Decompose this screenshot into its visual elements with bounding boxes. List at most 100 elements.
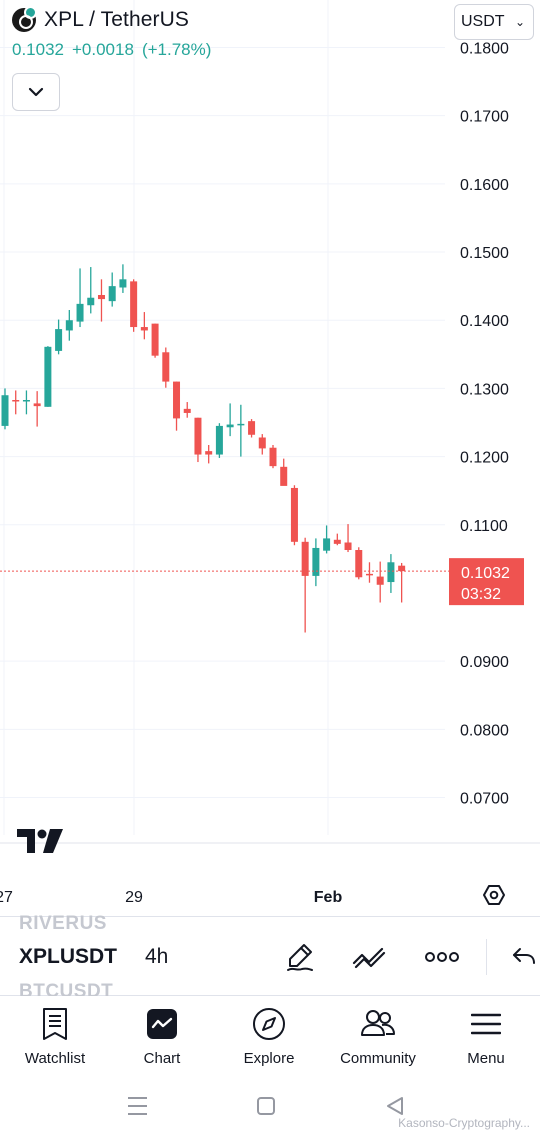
watermark-text: Kasonso-Cryptography... (398, 1116, 530, 1130)
back-icon[interactable] (387, 1097, 403, 1115)
more-options-button[interactable] (424, 939, 460, 975)
price-axis-label: 0.1400 (460, 313, 509, 330)
toolbar-divider (486, 939, 487, 975)
candle-body (312, 547, 320, 576)
chart-icon (147, 1009, 177, 1039)
undo-button[interactable] (506, 939, 540, 975)
nav-label: Community (340, 1050, 416, 1067)
candle-body (355, 550, 363, 578)
watchlist-icon (43, 1008, 67, 1040)
candle-body (376, 576, 384, 585)
countdown-label: 03:32 (461, 586, 501, 603)
time-axis-label: 29 (125, 889, 143, 906)
candle-body (87, 297, 95, 306)
system-navigation-bar: Kasonso-Cryptography... (0, 1076, 540, 1139)
candle-body (151, 323, 159, 356)
candle-body (140, 327, 148, 331)
candles (0, 264, 449, 633)
interval-selector[interactable]: 4h (145, 945, 169, 968)
candle-body (269, 447, 277, 467)
price-axis-label: 0.1200 (460, 450, 509, 467)
candle-body (365, 573, 373, 576)
previous-symbol[interactable]: RIVERUS (19, 913, 107, 934)
time-axis-label: 27 (0, 889, 13, 906)
price-change-percent: (+1.78%) (141, 40, 212, 59)
current-price-tag (449, 558, 524, 606)
currency-selector[interactable]: USDT ⌄ (454, 4, 534, 40)
candle-body (55, 329, 63, 351)
candle-body (301, 541, 309, 576)
price-axis: 0.1800 0.1700 0.1600 0.1500 0.1400 0.1300 0.12… (449, 41, 524, 808)
symbol-title[interactable]: XPL / TetherUS (44, 8, 189, 31)
symbol-header: XPL / TetherUS 0.1032 +0.0018 (+1.78%) (12, 6, 212, 60)
nav-label: Chart (143, 1050, 181, 1067)
candle-body (323, 538, 331, 551)
candle-body (237, 423, 245, 426)
bottom-navigation: Watchlist Chart Explore Co (0, 996, 540, 1076)
candle-body (183, 408, 191, 413)
candle-body (226, 424, 234, 428)
candle-body (173, 381, 181, 419)
more-dots-icon (425, 952, 459, 962)
symbol-toolbar: RIVERUS XPLUSDT BTCUSDT 4h (0, 913, 540, 997)
collapse-legend-button[interactable] (12, 73, 60, 111)
candle-body (108, 286, 116, 302)
current-price-label: 0.1032 (461, 565, 510, 582)
nav-item-explore[interactable]: Explore (214, 1004, 324, 1074)
candle-body (97, 295, 105, 300)
time-axis: 27 29 Feb (0, 889, 342, 906)
price-axis-label: 0.1500 (460, 245, 509, 262)
chevron-down-icon: ⌄ (514, 15, 525, 29)
nav-item-menu[interactable]: Menu (431, 1004, 540, 1074)
price-axis-label: 0.1100 (460, 518, 508, 535)
nav-label: Menu (467, 1050, 505, 1067)
next-symbol[interactable]: BTCUSDT (19, 981, 114, 997)
candle-body (280, 466, 288, 486)
nav-item-watchlist[interactable]: Watchlist (0, 1004, 110, 1074)
candle-body (398, 565, 406, 572)
nav-item-chart[interactable]: Chart (107, 1004, 217, 1074)
undo-arrow-icon (513, 948, 535, 964)
compass-icon (253, 1008, 285, 1040)
price-axis-label: 0.0800 (460, 722, 509, 739)
candle-body (33, 403, 41, 407)
candle-body (44, 346, 52, 407)
chevron-down-icon (28, 87, 44, 97)
candle-body (194, 417, 202, 455)
drawing-tool-button[interactable] (282, 939, 318, 975)
candle-body (290, 487, 298, 542)
candle-body (387, 562, 395, 583)
candle-body (248, 421, 256, 435)
tradingview-logo-icon (16, 828, 64, 859)
chart-settings-icon[interactable] (482, 883, 506, 912)
candlestick-chart[interactable]: 0.1800 0.1700 0.1600 0.1500 0.1400 0.1300 0.12… (0, 0, 540, 916)
current-symbol[interactable]: XPLUSDT (19, 945, 118, 968)
price-change: +0.0018 (72, 40, 134, 59)
candle-body (22, 400, 30, 402)
candle-body (205, 451, 213, 455)
candle-body (215, 425, 223, 455)
price-axis-label: 0.0900 (460, 654, 509, 671)
candle-body (1, 395, 9, 426)
price-axis-label: 0.1300 (460, 381, 509, 398)
price-axis-label: 0.1800 (460, 41, 509, 58)
menu-icon (471, 1013, 501, 1035)
community-icon (361, 1010, 395, 1036)
candle-body (344, 542, 352, 550)
price-axis-label: 0.1600 (460, 177, 509, 194)
home-icon[interactable] (257, 1097, 275, 1115)
candle-body (162, 352, 170, 382)
recent-apps-icon[interactable] (128, 1097, 147, 1115)
last-price: 0.1032 (12, 40, 64, 59)
currency-value: USDT (461, 13, 505, 30)
candle-body (76, 303, 84, 322)
candle-body (130, 281, 138, 328)
candle-body (258, 437, 266, 449)
candle-body (119, 279, 127, 288)
chart-area[interactable]: 0.1800 0.1700 0.1600 0.1500 0.1400 0.1300 0.12… (0, 0, 540, 916)
xpl-logo-icon (12, 6, 37, 32)
nav-item-community[interactable]: Community (323, 1004, 433, 1074)
nav-label: Explore (243, 1050, 295, 1067)
pen-icon (287, 944, 313, 971)
indicators-button[interactable] (352, 939, 388, 975)
